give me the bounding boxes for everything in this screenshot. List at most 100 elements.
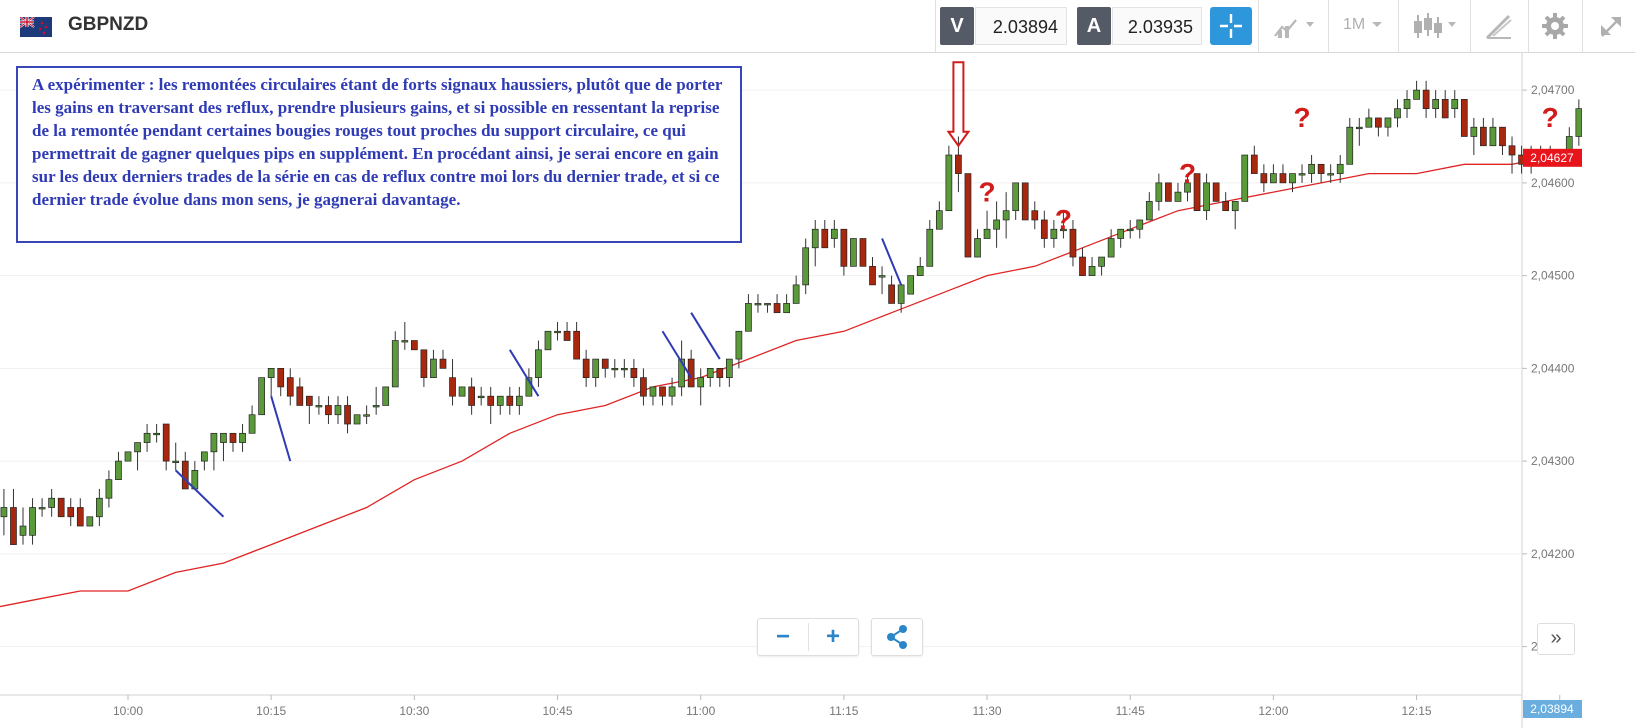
buy-price[interactable]: 2.03935: [1112, 7, 1202, 45]
candle-down: [344, 405, 351, 425]
candle-up: [1432, 99, 1440, 110]
sell-price[interactable]: 2.03894: [975, 7, 1067, 45]
candles-icon[interactable]: [1410, 10, 1462, 42]
candle-up: [1136, 219, 1144, 230]
candle-down: [162, 423, 170, 462]
candle-up: [754, 303, 762, 306]
candle-up: [1575, 108, 1582, 137]
y-tick-label: 2,04200: [1531, 547, 1575, 561]
candle-up: [1203, 182, 1210, 212]
scroll-to-end-button[interactable]: »: [1537, 623, 1575, 655]
x-tick-label: 12:15: [1402, 704, 1432, 718]
candle-up: [201, 451, 208, 462]
candle-up: [1336, 163, 1344, 174]
candle-up: [401, 340, 409, 343]
candle-down: [840, 228, 848, 267]
buy-button[interactable]: A: [1077, 7, 1111, 45]
candle-up: [811, 228, 819, 249]
candle-down: [955, 154, 962, 174]
candle-up: [391, 340, 399, 388]
divider: [1328, 0, 1329, 52]
timeframe-dropdown[interactable]: 1M: [1343, 16, 1366, 33]
candle-up: [592, 358, 600, 378]
share-icon: [887, 625, 907, 649]
candle-down: [411, 340, 418, 351]
share-button[interactable]: [871, 618, 923, 656]
candle-up: [86, 516, 94, 527]
expand-icon[interactable]: [1594, 10, 1628, 42]
candle-up: [1145, 201, 1153, 221]
candle-up: [29, 507, 36, 536]
candle-up: [1413, 89, 1420, 100]
candle-down: [1212, 182, 1220, 202]
candle-up: [897, 284, 905, 304]
candle-up: [353, 414, 361, 425]
candle-up: [764, 303, 771, 306]
divider: [1470, 0, 1471, 52]
candle-down: [582, 358, 590, 378]
trend-line: [270, 395, 292, 462]
candle-up: [1126, 228, 1134, 232]
zoom-in-button[interactable]: +: [825, 623, 840, 650]
candle-down: [286, 377, 294, 397]
candle-up: [382, 386, 390, 406]
candle-up: [210, 432, 218, 453]
candle-up: [1470, 126, 1478, 137]
candle-up: [945, 154, 953, 212]
candle-up: [372, 405, 380, 408]
sell-button[interactable]: V: [940, 7, 974, 45]
candle-down: [1079, 256, 1086, 276]
candle-up: [1174, 191, 1182, 202]
candle-up: [458, 386, 466, 397]
candle-down: [1279, 173, 1287, 184]
question-mark: ?: [1179, 158, 1196, 189]
candle-down: [1317, 163, 1325, 174]
current-price-label: 2,04627: [1530, 151, 1574, 165]
instrument-symbol[interactable]: GBPNZD: [68, 14, 149, 35]
price-chart[interactable]: 2,04700 2,04600 2,04500 2,04400 2,04300 2,042…: [0, 53, 1582, 728]
candle-up: [668, 386, 676, 397]
candle-up: [1403, 99, 1411, 110]
trend-line: [508, 349, 540, 397]
candle-up: [725, 358, 733, 378]
candle-down: [487, 395, 495, 406]
candle-down: [277, 368, 285, 388]
gear-icon[interactable]: [1538, 10, 1572, 42]
candle-up: [1012, 182, 1020, 212]
drawing-tool-icon[interactable]: [1481, 10, 1517, 42]
candle-up: [1308, 163, 1315, 174]
crosshair-button[interactable]: [1210, 7, 1252, 45]
candle-up: [1451, 99, 1459, 110]
candle-up: [1365, 117, 1373, 128]
candle-up: [993, 219, 1000, 230]
candle-up: [220, 432, 227, 443]
moving-average-line: [0, 154, 1579, 608]
y-tick-label: 2,04700: [1531, 83, 1575, 97]
x-tick-label: 10:30: [399, 704, 429, 718]
candle-up: [38, 507, 46, 510]
question-mark: ?: [1542, 102, 1559, 133]
candle-up: [1241, 154, 1249, 202]
candle-up: [239, 432, 246, 443]
candle-up: [1107, 238, 1115, 258]
candle-down: [573, 330, 580, 360]
candle-up: [535, 349, 542, 378]
zoom-out-button[interactable]: −: [775, 623, 790, 650]
question-mark: ?: [1293, 102, 1310, 133]
toolbar: GBPNZD V 2.03894 A 2.03935 1M: [0, 0, 1635, 53]
candle-down: [1021, 182, 1029, 221]
bid-price-label: 2,03894: [1530, 702, 1574, 716]
candle-up: [620, 368, 628, 371]
candle-down: [296, 386, 304, 406]
candle-down: [601, 358, 609, 369]
candle-down: [1165, 182, 1172, 202]
divider: [1398, 0, 1399, 52]
y-tick-label: 2,04500: [1531, 269, 1575, 283]
down-arrow-marker: [946, 61, 971, 148]
x-tick-label: 10:00: [113, 704, 143, 718]
candle-up: [48, 497, 55, 508]
candle-down: [439, 358, 447, 369]
candle-up: [153, 432, 160, 436]
chart-type-icon[interactable]: [1272, 10, 1322, 42]
candle-up: [124, 451, 132, 462]
